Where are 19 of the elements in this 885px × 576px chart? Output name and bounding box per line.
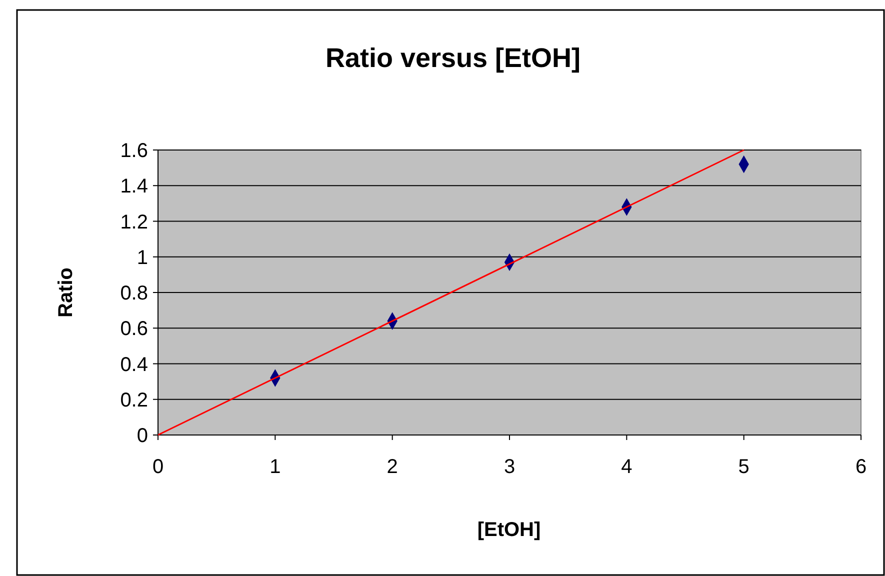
x-tick-label: 0 (152, 456, 164, 478)
y-tick-label: 1 (136, 246, 148, 269)
x-axis-title: [EtOH] (477, 519, 541, 541)
x-tick-label: 4 (621, 456, 632, 478)
y-tick-label: 1.2 (120, 211, 148, 234)
y-tick-label: 1.4 (120, 176, 148, 198)
x-tick-label: 6 (855, 456, 867, 478)
y-tick-label: 0.2 (120, 389, 148, 412)
y-tick-label: 0.8 (120, 282, 148, 304)
x-tick-label: 3 (504, 456, 516, 478)
y-tick-label: 0.4 (120, 354, 148, 376)
x-tick-label: 5 (738, 456, 750, 478)
x-tick-label: 2 (386, 456, 398, 478)
y-tick-label: 0.6 (120, 318, 148, 340)
x-tick-label: 1 (270, 456, 281, 478)
chart-title: Ratio versus [EtOH] (325, 43, 581, 73)
y-tick-label: 0 (136, 425, 148, 447)
y-tick-label: 1.6 (120, 140, 148, 162)
y-axis-title: Ratio (55, 268, 77, 318)
